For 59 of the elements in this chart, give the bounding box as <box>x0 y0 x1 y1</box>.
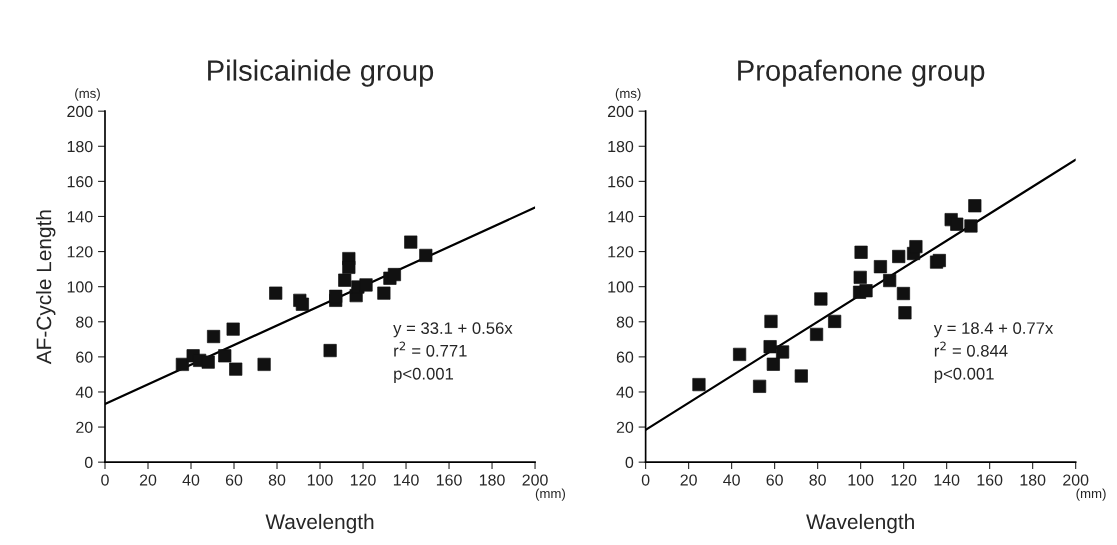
chart-title: Propafenone group <box>738 59 985 87</box>
annotation: y = 33.1 + 0.56x <box>393 322 513 338</box>
y-tick-label: 200 <box>67 105 93 118</box>
y-tick-label: 60 <box>616 351 634 363</box>
y-tick-label: 100 <box>608 281 634 293</box>
x-tick-label: 20 <box>680 474 697 486</box>
y-tick-label: 80 <box>76 316 93 328</box>
y-tick-label: 40 <box>616 386 634 398</box>
x-axis-title: Wavelength <box>806 513 914 534</box>
x-tick-label: 160 <box>977 474 1003 486</box>
y-tick-label: 200 <box>607 105 634 118</box>
x-tick-label: 80 <box>809 474 826 486</box>
x-tick-label: 0 <box>101 474 109 486</box>
y-tick-label: 40 <box>75 386 93 398</box>
x-tick-label: 40 <box>723 474 740 486</box>
x-tick-label: 120 <box>350 474 376 486</box>
y-tick-label: 120 <box>608 246 634 258</box>
annotation: y = 18.4 + 0.77x <box>933 322 1054 338</box>
y-tick-label: 160 <box>67 176 93 188</box>
x-tick-label: 180 <box>1020 474 1046 486</box>
x-tick-label: 140 <box>934 474 960 486</box>
x-tick-label: 80 <box>268 474 286 486</box>
annotation: p<0.001 <box>934 367 994 383</box>
text: (mm) <box>535 488 565 501</box>
x-tick-label: 60 <box>766 474 783 486</box>
y-tick-label: 100 <box>67 281 93 293</box>
y-tick-label: 140 <box>67 211 93 223</box>
y-tick-label: 180 <box>608 140 634 153</box>
x-tick-label: 100 <box>307 474 333 486</box>
x-tick-label: 180 <box>479 474 505 486</box>
y-tick-label: 160 <box>608 176 634 188</box>
y-tick-label: 140 <box>608 211 634 223</box>
y-tick-label: 0 <box>84 456 93 469</box>
text: (mm) <box>1076 488 1106 501</box>
y-tick-label: 180 <box>67 140 93 153</box>
x-tick-label: 100 <box>848 474 874 486</box>
y-tick-label: 60 <box>76 351 93 363</box>
annotation: p<0.001 <box>394 367 454 383</box>
y-tick-label: 20 <box>616 421 634 434</box>
x-tick-label: 0 <box>641 474 650 486</box>
chart-title: Pilsicainide group <box>208 59 434 87</box>
x-tick-label: 20 <box>139 474 157 486</box>
y-tick-label: 80 <box>616 316 634 328</box>
y-tick-label: 20 <box>76 421 93 434</box>
x-tick-label: 60 <box>225 474 243 486</box>
text: (ms) <box>75 88 100 101</box>
x-tick-label: 140 <box>393 474 419 486</box>
x-tick-label: 200 <box>1063 474 1089 486</box>
y-tick-label: 120 <box>67 246 93 258</box>
x-tick-label: 160 <box>436 474 462 486</box>
y-axis-title: AF-Cycle Length <box>36 210 56 365</box>
annotation: r$^{2}$ = 0.844 <box>934 341 1008 357</box>
x-axis-title: Wavelength <box>265 513 374 534</box>
annotation: r$^{2}$ = 0.771 <box>394 341 467 357</box>
x-tick-label: 120 <box>891 474 917 486</box>
text: (ms) <box>615 88 641 101</box>
x-tick-label: 40 <box>182 474 200 486</box>
x-tick-label: 200 <box>522 474 548 486</box>
y-tick-label: 0 <box>625 456 634 469</box>
